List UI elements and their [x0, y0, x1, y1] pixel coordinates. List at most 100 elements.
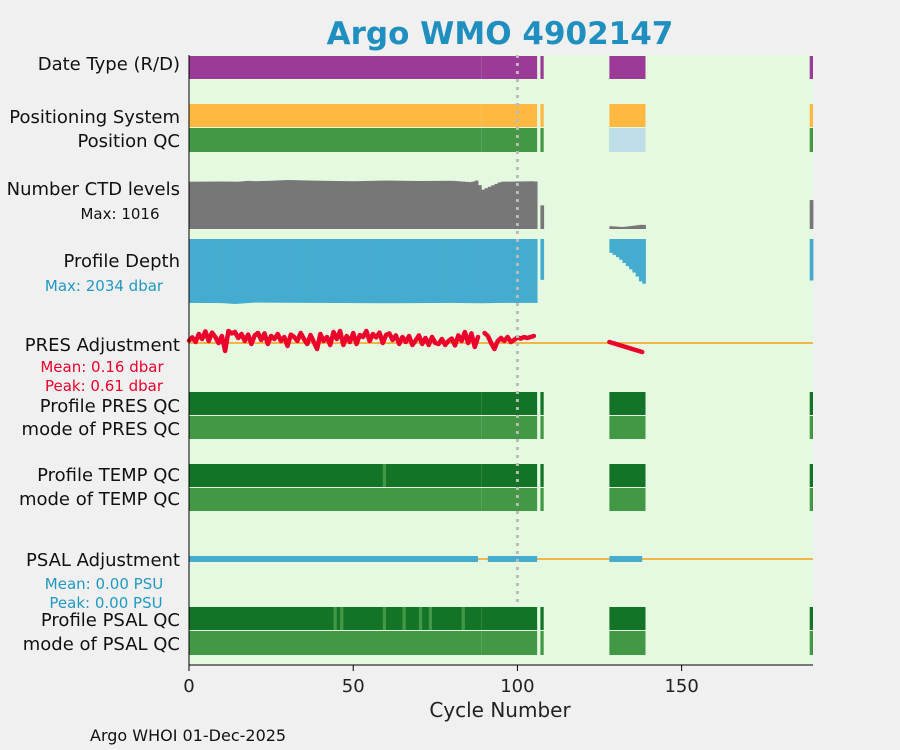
position-qc-bar	[189, 128, 482, 152]
row-label: Positioning System	[9, 107, 180, 128]
profile-psal-qc-bar	[609, 607, 646, 630]
profile-depth-bar	[468, 239, 472, 304]
profile-depth-bar	[615, 239, 620, 258]
ctd-levels-bar	[527, 181, 531, 229]
profile-psal-qc-flag-bar	[428, 607, 433, 630]
ctd-levels-bar	[333, 180, 338, 229]
ctd-levels-bar	[346, 181, 351, 229]
profile-pres-qc-bar	[609, 392, 646, 415]
ctd-levels-bar	[461, 181, 466, 229]
position-qc-bar	[481, 128, 538, 152]
profile-depth-bar	[484, 239, 489, 304]
profile-depth-bar	[271, 239, 275, 303]
ctd-levels-bar	[612, 226, 617, 229]
profile-depth-bar	[340, 239, 344, 304]
profile-depth-bar	[448, 239, 453, 303]
ctd-levels-bar	[284, 180, 288, 229]
profile-depth-bar	[333, 239, 338, 303]
ctd-levels-bar	[635, 225, 640, 229]
ctd-levels-bar	[484, 188, 489, 229]
ctd-levels-bar	[425, 180, 430, 229]
ctd-levels-bar	[491, 185, 495, 229]
profile-psal-qc-bar	[809, 607, 813, 630]
profile-psal-qc-flag-bar	[340, 607, 344, 630]
profile-depth-bar	[481, 239, 485, 304]
ctd-levels-bar	[622, 226, 627, 229]
ctd-levels-bar	[520, 181, 525, 229]
ctd-levels-bar	[349, 181, 354, 229]
ctd-levels-bar	[313, 180, 318, 229]
profile-depth-bar	[205, 239, 210, 304]
ctd-levels-bar	[523, 181, 528, 229]
profile-depth-bar	[336, 239, 341, 304]
profile-depth-bar	[198, 239, 203, 303]
profile-depth-bar	[540, 239, 545, 280]
profile-depth-bar	[642, 239, 646, 284]
ctd-levels-bar	[809, 200, 814, 229]
ctd-levels-bar	[372, 180, 377, 229]
ctd-levels-bar	[638, 224, 643, 229]
position-qc-bar	[809, 128, 813, 152]
ctd-levels-bar	[382, 180, 387, 229]
ctd-levels-bar	[290, 180, 295, 229]
profile-depth-bar	[507, 239, 512, 303]
profile-depth-bar	[471, 239, 476, 304]
ctd-levels-bar	[257, 181, 262, 229]
ctd-levels-bar	[261, 181, 265, 229]
row-label: mode of PRES QC	[22, 419, 180, 440]
profile-depth-bar	[428, 239, 433, 304]
profile-depth-bar	[267, 239, 272, 303]
ctd-levels-bar	[343, 181, 348, 229]
ctd-levels-bar	[228, 181, 233, 229]
profile-temp-qc-bar	[189, 464, 482, 487]
footer-note: Argo WHOI 01-Dec-2025	[90, 726, 286, 745]
ctd-levels-bar	[615, 226, 620, 229]
profile-pres-qc-bar	[189, 392, 482, 415]
profile-temp-qc-bar	[481, 464, 538, 487]
profile-depth-bar	[208, 239, 213, 304]
ctd-levels-max-label: Max: 1016	[80, 205, 159, 223]
profile-depth-bar	[287, 239, 292, 303]
psal-adjustment-mean-label: Mean: 0.00 PSU	[45, 575, 163, 593]
ctd-levels-bar	[221, 181, 226, 229]
mode-temp-qc-bar	[189, 488, 482, 511]
profile-depth-bar	[215, 239, 219, 304]
profile-depth-bar	[520, 239, 525, 303]
profile-depth-bar	[432, 239, 436, 304]
profile-depth-bar	[372, 239, 377, 304]
ctd-levels-bar	[533, 181, 538, 229]
profile-depth-bar	[461, 239, 466, 304]
mode-pres-qc-bar	[481, 416, 538, 439]
ctd-levels-bar	[356, 181, 361, 229]
ctd-levels-bar	[451, 180, 456, 229]
profile-depth-bar	[251, 239, 256, 303]
profile-depth-bar	[234, 239, 239, 304]
profile-depth-bar	[241, 239, 246, 304]
profile-depth-bar	[330, 239, 334, 303]
profile-depth-bar	[294, 239, 298, 303]
profile-depth-bar	[225, 239, 229, 304]
mode-temp-qc-bar	[481, 488, 538, 511]
profile-depth-bar	[533, 239, 538, 303]
ctd-levels-bar	[274, 180, 279, 229]
profile-psal-qc-flag-bar	[402, 607, 406, 630]
ctd-levels-bar	[271, 180, 275, 229]
ctd-levels-bar	[303, 180, 308, 229]
ctd-levels-bar	[267, 180, 272, 229]
ctd-levels-bar	[297, 180, 302, 229]
profile-depth-bar	[290, 239, 295, 303]
profile-depth-bar	[369, 239, 374, 304]
row-label: mode of PSAL QC	[23, 634, 180, 655]
ctd-levels-bar	[395, 180, 400, 229]
profile-depth-bar	[310, 239, 315, 303]
profile-depth-bar	[317, 239, 321, 303]
date-type-bar	[809, 56, 813, 79]
ctd-levels-bar	[405, 180, 410, 229]
ctd-levels-bar	[530, 181, 535, 229]
ctd-levels-bar	[366, 180, 371, 229]
ctd-levels-bar	[254, 181, 259, 229]
mode-psal-qc-bar	[609, 631, 646, 655]
ctd-levels-bar	[330, 180, 334, 229]
ctd-levels-bar	[494, 183, 499, 229]
ctd-levels-bar	[280, 180, 285, 229]
